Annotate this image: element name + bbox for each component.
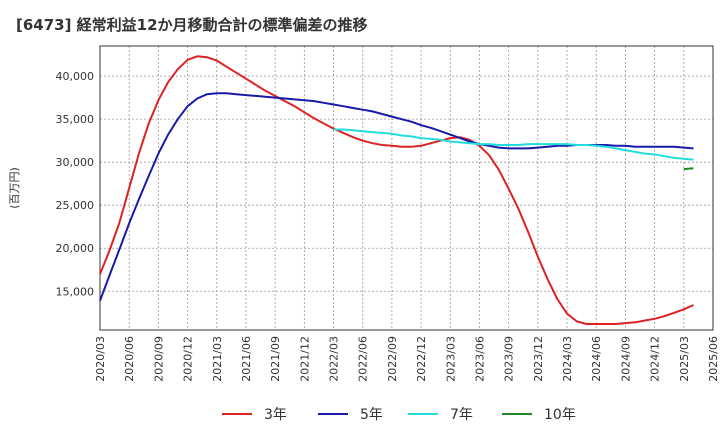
legend: 3年 5年 7年 10年: [222, 407, 576, 423]
x-tick-label: 2024/06: [590, 336, 603, 382]
y-tick-label: 20,000: [56, 242, 95, 255]
x-tick-label: 2021/12: [298, 336, 311, 382]
x-tick-label: 2023/09: [503, 336, 516, 382]
x-tick-label: 2020/12: [182, 336, 195, 382]
y-tick-label: 15,000: [56, 285, 95, 298]
grid: [99, 46, 714, 330]
x-tick-label: 2022/03: [328, 336, 341, 382]
series-line-2: [99, 92, 694, 302]
x-tick-label: 2024/09: [619, 336, 632, 382]
x-tick-label: 2020/03: [94, 336, 107, 382]
series-line-4: [683, 167, 694, 171]
chart-title: [6473] 経常利益12か月移動合計の標準偏差の推移: [16, 16, 368, 34]
x-tick-label: 2025/03: [678, 336, 691, 382]
x-tick-label: 2024/12: [649, 336, 662, 382]
y-tick-label: 35,000: [56, 113, 95, 126]
series-lines: [99, 55, 694, 325]
series-line-3: [333, 128, 694, 161]
x-tick-label: 2023/03: [444, 336, 457, 382]
x-tick-label: 2022/06: [357, 336, 370, 382]
x-tick-label: 2023/12: [532, 336, 545, 382]
series-line-1: [99, 55, 694, 325]
y-axis-title: (百万円): [8, 167, 21, 209]
x-axis-ticks: 2020/03 2020/06 2020/09 2020/12 2021/03 2021/…: [94, 336, 720, 382]
y-tick-label: 30,000: [56, 156, 95, 169]
x-tick-label: 2025/06: [707, 336, 720, 382]
y-tick-label: 25,000: [56, 199, 95, 212]
x-tick-label: 2021/03: [211, 336, 224, 382]
plot-area: [99, 45, 714, 331]
legend-label: 3年: [264, 407, 287, 423]
x-tick-label: 2020/06: [123, 336, 136, 382]
x-tick-label: 2023/06: [473, 336, 486, 382]
x-tick-label: 2022/12: [415, 336, 428, 382]
legend-label: 5年: [360, 407, 383, 423]
y-axis-ticks: 15,000 20,000 25,000 30,000 35,000 40,000: [56, 70, 95, 298]
legend-label: 10年: [544, 407, 576, 423]
x-tick-label: 2021/06: [240, 336, 253, 382]
x-tick-label: 2022/09: [386, 336, 399, 382]
x-tick-label: 2024/03: [561, 336, 574, 382]
y-tick-label: 40,000: [56, 70, 95, 83]
legend-label: 7年: [450, 407, 473, 423]
x-tick-label: 2021/09: [269, 336, 282, 382]
x-tick-label: 2020/09: [152, 336, 165, 382]
